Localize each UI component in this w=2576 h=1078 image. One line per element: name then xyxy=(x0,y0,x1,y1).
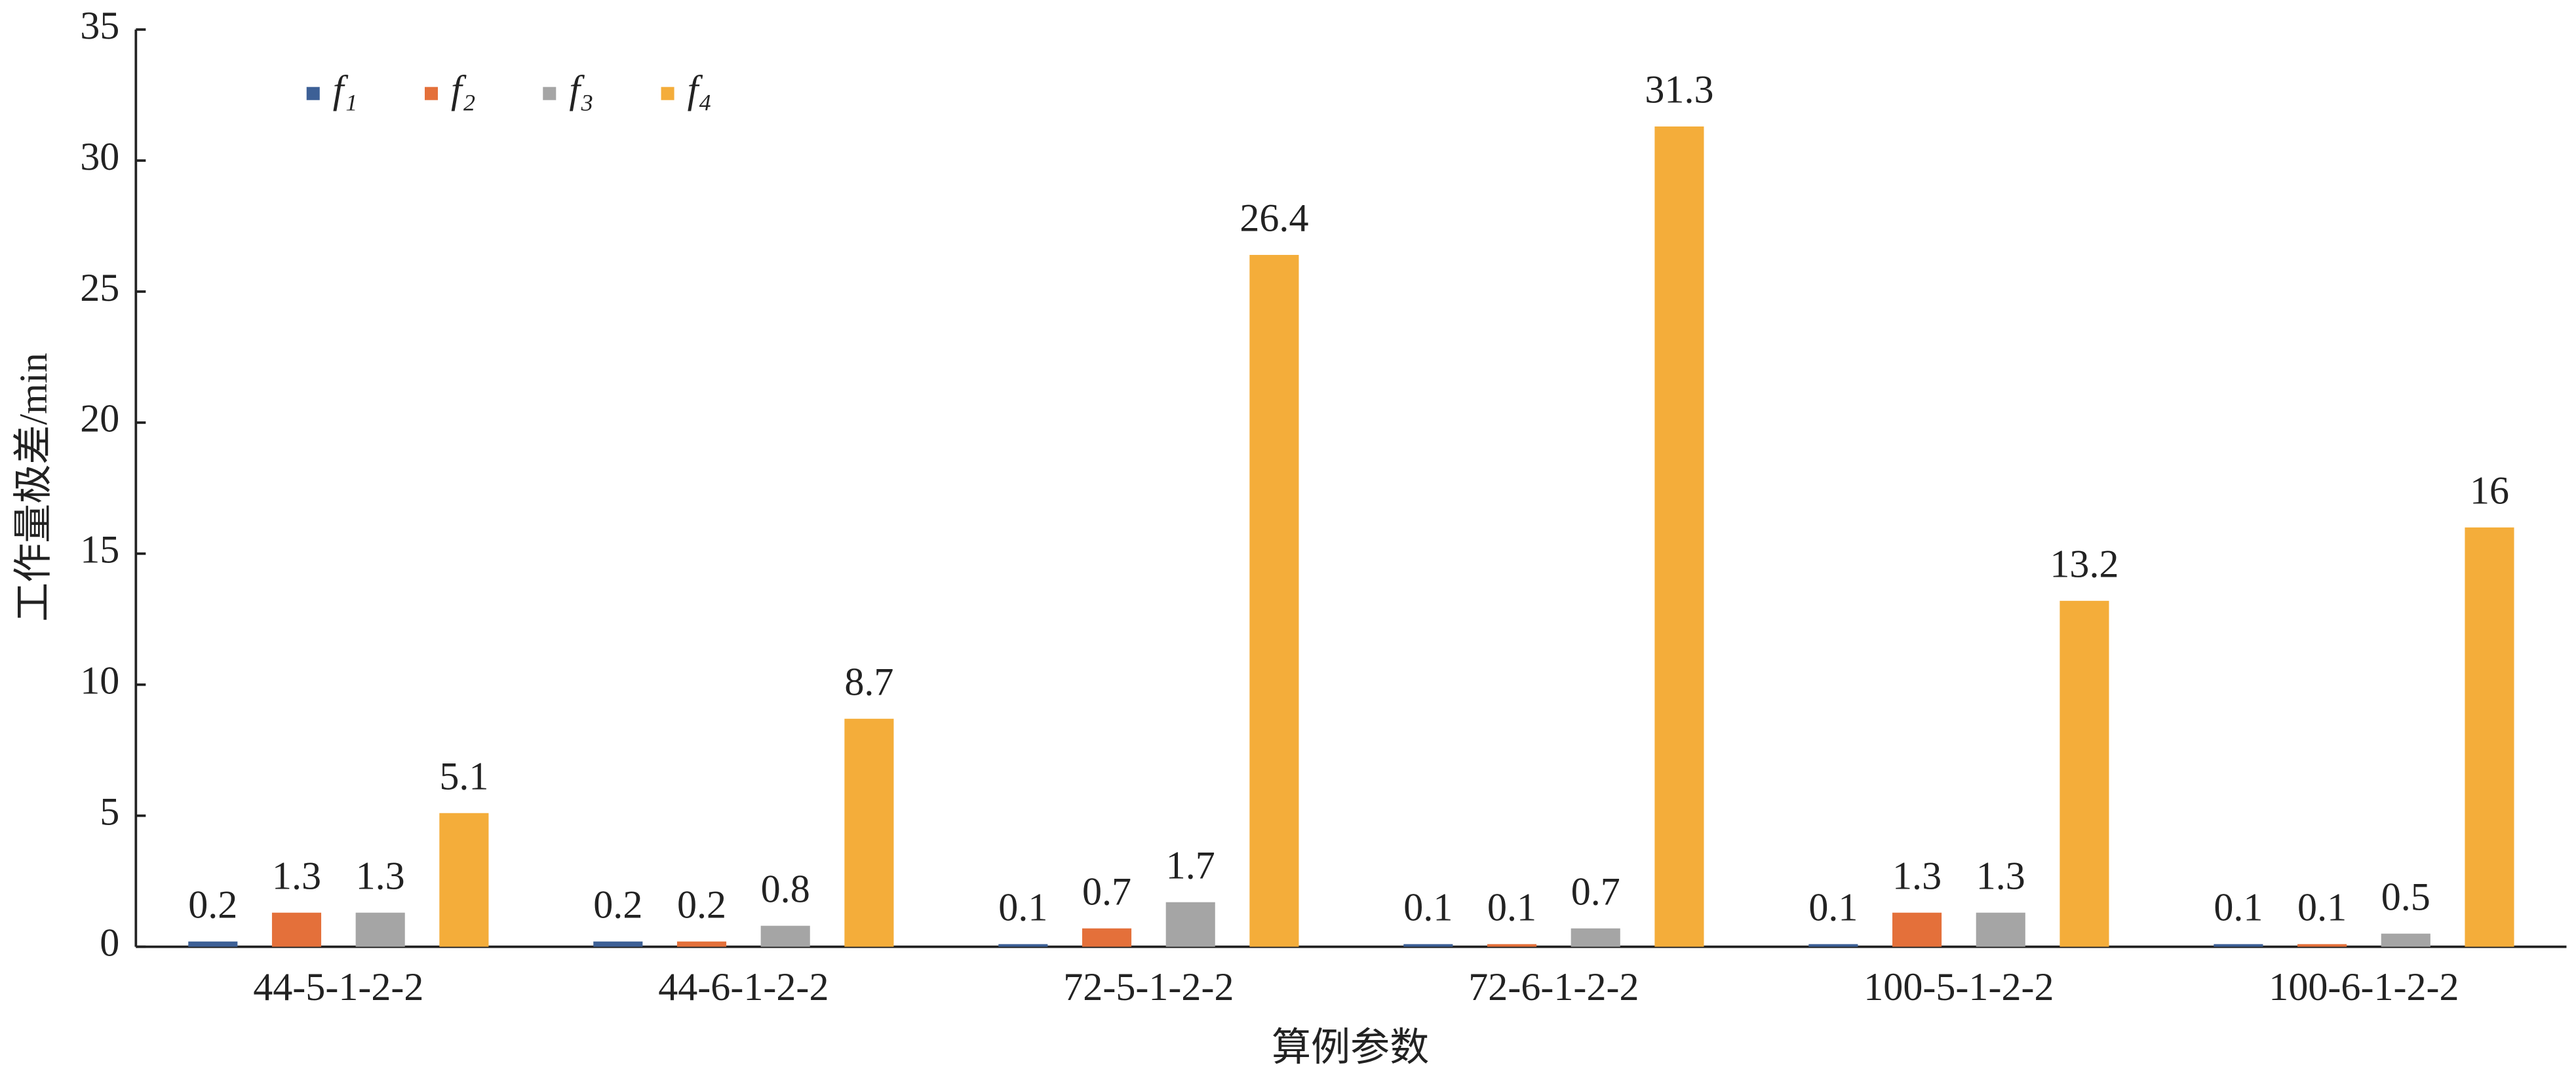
value-label: 13.2 xyxy=(2050,542,2118,586)
bar xyxy=(1249,254,1299,947)
value-label: 0.1 xyxy=(1487,885,1536,929)
bar xyxy=(1165,902,1215,947)
bar xyxy=(1487,944,1537,947)
y-tick-label: 10 xyxy=(80,659,119,703)
value-label: 0.8 xyxy=(761,866,810,910)
y-tick-label: 35 xyxy=(80,3,119,47)
y-tick-label: 20 xyxy=(80,396,119,440)
value-label: 0.2 xyxy=(593,882,642,926)
y-tick-label: 25 xyxy=(80,265,119,309)
bar xyxy=(1571,928,1620,947)
value-label: 1.3 xyxy=(272,853,321,897)
bar xyxy=(355,912,405,947)
x-tick-label: 44-5-1-2-2 xyxy=(253,965,423,1009)
bar xyxy=(1654,126,1704,947)
value-label: 0.5 xyxy=(2381,874,2430,918)
x-axis-label: 算例参数 xyxy=(1272,1026,1429,1069)
bar xyxy=(998,944,1048,947)
value-label: 31.3 xyxy=(1645,67,1713,111)
value-label: 0.1 xyxy=(2214,885,2263,929)
bar xyxy=(593,941,643,947)
value-label: 0.1 xyxy=(998,885,1047,929)
value-label: 1.7 xyxy=(1166,843,1215,887)
bar xyxy=(439,813,489,947)
y-tick-label: 0 xyxy=(100,920,119,964)
x-tick-label: 72-5-1-2-2 xyxy=(1063,965,1234,1009)
bar xyxy=(676,941,727,947)
bar xyxy=(1808,944,1858,947)
bar xyxy=(2059,600,2109,947)
y-axis-label: 工作量极差/min xyxy=(11,353,55,622)
bar xyxy=(271,912,322,947)
value-label: 0.7 xyxy=(1082,869,1131,913)
bar xyxy=(760,925,810,947)
legend-label: f₃ xyxy=(569,67,594,111)
bar xyxy=(1892,912,1942,947)
value-label: 1.3 xyxy=(1976,853,2025,897)
value-label: 1.3 xyxy=(356,853,405,897)
x-tick-label: 100-6-1-2-2 xyxy=(2269,965,2459,1009)
value-label: 0.2 xyxy=(188,882,237,926)
legend-swatch xyxy=(424,87,439,100)
legend-label: f₂ xyxy=(451,67,476,111)
y-tick-label: 15 xyxy=(80,528,119,571)
bar xyxy=(1403,944,1453,947)
bar xyxy=(188,941,238,947)
value-label: 0.2 xyxy=(677,882,726,926)
value-label: 0.7 xyxy=(1571,869,1620,913)
legend-label: f₁ xyxy=(333,67,358,111)
x-tick-label: 72-6-1-2-2 xyxy=(1468,965,1639,1009)
value-label: 16 xyxy=(2470,469,2509,512)
x-tick-label: 44-6-1-2-2 xyxy=(658,965,829,1009)
value-label: 0.1 xyxy=(1403,885,1453,929)
x-tick-label: 100-5-1-2-2 xyxy=(1864,965,2054,1009)
legend-swatch xyxy=(661,87,674,100)
y-tick-label: 30 xyxy=(80,134,119,178)
bar xyxy=(1082,928,1132,947)
bar xyxy=(844,718,894,947)
legend-swatch xyxy=(306,87,320,100)
value-label: 8.7 xyxy=(844,660,893,704)
bar xyxy=(2465,527,2514,947)
y-tick-label: 5 xyxy=(100,790,119,834)
value-label: 0.1 xyxy=(1808,885,1858,929)
legend-label: f₄ xyxy=(688,67,712,111)
value-label: 1.3 xyxy=(1892,853,1942,897)
value-label: 0.1 xyxy=(2297,885,2347,929)
bar xyxy=(2297,944,2347,947)
value-label: 5.1 xyxy=(439,754,488,798)
value-label: 26.4 xyxy=(1239,196,1308,240)
bar xyxy=(1976,912,2025,947)
legend-swatch xyxy=(543,87,556,100)
bar xyxy=(2214,944,2263,947)
bar xyxy=(2381,933,2430,947)
